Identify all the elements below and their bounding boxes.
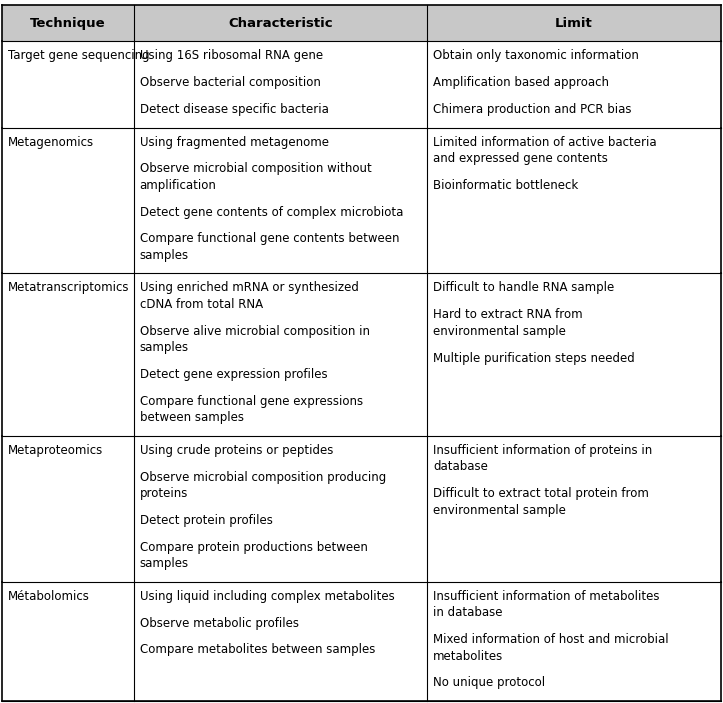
Text: in database: in database (433, 607, 502, 619)
Bar (2, 41, 721, 127)
Text: Using crude proteins or peptides: Using crude proteins or peptides (140, 444, 333, 457)
Text: Metaproteomics: Metaproteomics (8, 444, 103, 457)
Text: Metatranscriptomics: Metatranscriptomics (8, 281, 129, 295)
Text: metabolites: metabolites (433, 650, 503, 663)
Text: Amplification based approach: Amplification based approach (433, 76, 609, 89)
Text: Obtain only taxonomic information: Obtain only taxonomic information (433, 49, 639, 63)
Text: Detect disease specific bacteria: Detect disease specific bacteria (140, 103, 328, 116)
Text: database: database (433, 460, 488, 473)
Text: Limit: Limit (555, 17, 593, 30)
Text: Chimera production and PCR bias: Chimera production and PCR bias (433, 103, 631, 116)
Text: No unique protocol: No unique protocol (433, 676, 545, 690)
Text: Using liquid including complex metabolites: Using liquid including complex metabolit… (140, 590, 394, 603)
Text: Detect protein profiles: Detect protein profiles (140, 514, 273, 527)
Text: samples: samples (140, 557, 189, 570)
Text: Difficult to extract total protein from: Difficult to extract total protein from (433, 487, 649, 501)
Text: Detect gene contents of complex microbiota: Detect gene contents of complex microbio… (140, 206, 403, 219)
Text: Observe bacterial composition: Observe bacterial composition (140, 76, 320, 89)
Text: Technique: Technique (30, 17, 106, 30)
Text: Observe microbial composition producing: Observe microbial composition producing (140, 471, 386, 484)
Bar (2, 127, 721, 273)
Text: and expressed gene contents: and expressed gene contents (433, 152, 608, 165)
Text: Using 16S ribosomal RNA gene: Using 16S ribosomal RNA gene (140, 49, 322, 63)
Text: samples: samples (140, 249, 189, 262)
Text: between samples: between samples (140, 411, 244, 425)
Text: amplification: amplification (140, 179, 216, 192)
Text: Mixed information of host and microbial: Mixed information of host and microbial (433, 633, 669, 646)
Bar (2, 5, 721, 41)
Text: Limited information of active bacteria: Limited information of active bacteria (433, 136, 656, 148)
Text: Observe alive microbial composition in: Observe alive microbial composition in (140, 325, 369, 337)
Text: Using fragmented metagenome: Using fragmented metagenome (140, 136, 328, 148)
Text: Detect gene expression profiles: Detect gene expression profiles (140, 368, 328, 381)
Text: Insufficient information of proteins in: Insufficient information of proteins in (433, 444, 652, 457)
Text: Characteristic: Characteristic (228, 17, 333, 30)
Text: Observe metabolic profiles: Observe metabolic profiles (140, 617, 299, 630)
Bar (2, 273, 721, 436)
Text: environmental sample: environmental sample (433, 325, 566, 337)
Text: Using enriched mRNA or synthesized: Using enriched mRNA or synthesized (140, 281, 359, 295)
Text: proteins: proteins (140, 487, 188, 501)
Text: Compare functional gene contents between: Compare functional gene contents between (140, 233, 399, 245)
Text: Compare functional gene expressions: Compare functional gene expressions (140, 395, 363, 408)
Text: environmental sample: environmental sample (433, 504, 566, 517)
Text: Difficult to handle RNA sample: Difficult to handle RNA sample (433, 281, 614, 295)
Text: Target gene sequencing: Target gene sequencing (8, 49, 150, 63)
Text: Hard to extract RNA from: Hard to extract RNA from (433, 308, 583, 321)
Text: Compare protein productions between: Compare protein productions between (140, 541, 367, 554)
Text: Bioinformatic bottleneck: Bioinformatic bottleneck (433, 179, 578, 192)
Text: Métabolomics: Métabolomics (8, 590, 90, 603)
Bar (2, 582, 721, 701)
Text: Multiple purification steps needed: Multiple purification steps needed (433, 352, 635, 365)
Text: Metagenomics: Metagenomics (8, 136, 94, 148)
Bar (2, 436, 721, 582)
Text: Compare metabolites between samples: Compare metabolites between samples (140, 643, 375, 657)
Text: samples: samples (140, 342, 189, 354)
Text: Observe microbial composition without: Observe microbial composition without (140, 162, 372, 175)
Text: Insufficient information of metabolites: Insufficient information of metabolites (433, 590, 659, 603)
Text: cDNA from total RNA: cDNA from total RNA (140, 298, 262, 311)
